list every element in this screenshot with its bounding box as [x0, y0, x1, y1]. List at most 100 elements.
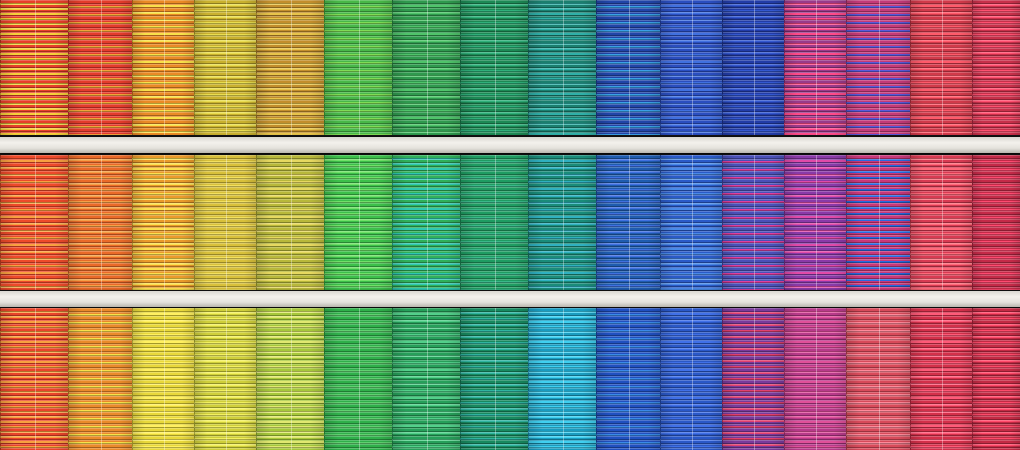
- panel-seam: [226, 155, 227, 290]
- panel-seam: [164, 155, 165, 290]
- panel-shading: [973, 155, 1020, 290]
- louvre-panel: [0, 308, 68, 450]
- louvre-panel: [528, 155, 596, 290]
- louvre-slats: [973, 155, 1020, 290]
- panel-seam: [879, 308, 880, 450]
- panel-seam: [692, 0, 693, 135]
- louvre-panel: [722, 308, 784, 450]
- panel-seam: [495, 155, 496, 290]
- panel-seam: [35, 155, 36, 290]
- louvre-panel: [722, 0, 784, 135]
- panel-seam: [754, 308, 755, 450]
- panel-seam: [692, 308, 693, 450]
- louvre-panel: [660, 0, 722, 135]
- panel-seam: [35, 0, 36, 135]
- panel-seam: [942, 308, 943, 450]
- louvre-panel: [910, 0, 972, 135]
- louvre-slats: [973, 308, 1020, 450]
- panel-seam: [226, 0, 227, 135]
- louvre-panel: [256, 155, 324, 290]
- louvre-slats: [973, 0, 1020, 135]
- louvre-panel: [660, 155, 722, 290]
- louvre-panel: [132, 0, 194, 135]
- louvre-panel: [324, 0, 392, 135]
- panel-seam: [291, 155, 292, 290]
- louvre-panel: [0, 0, 68, 135]
- louvre-panel: [784, 0, 846, 135]
- louvre-panel: [846, 308, 910, 450]
- panel-seam: [359, 0, 360, 135]
- louvre-panel: [132, 308, 194, 450]
- panel-seam: [629, 155, 630, 290]
- louvre-panel: [910, 308, 972, 450]
- louvre-panel: [256, 0, 324, 135]
- louvre-panel: [596, 155, 660, 290]
- panel-seam: [164, 0, 165, 135]
- panel-seam: [359, 308, 360, 450]
- louvre-panel: [194, 0, 256, 135]
- facade-row-bottom: [0, 308, 1020, 450]
- floor-ledge-lower: [0, 291, 1020, 307]
- panel-seam: [754, 0, 755, 135]
- panel-seam: [101, 0, 102, 135]
- louvre-panel: [972, 0, 1020, 135]
- louvre-panel: [324, 155, 392, 290]
- panel-seam: [879, 0, 880, 135]
- panel-seam: [427, 0, 428, 135]
- louvre-panel: [910, 155, 972, 290]
- louvre-panel: [460, 308, 528, 450]
- panel-seam: [495, 0, 496, 135]
- panel-seam: [291, 0, 292, 135]
- louvre-panel: [460, 0, 528, 135]
- louvre-panel: [972, 155, 1020, 290]
- louvre-panel: [0, 155, 68, 290]
- panel-seam: [879, 155, 880, 290]
- louvre-panel: [784, 155, 846, 290]
- panel-seam: [629, 0, 630, 135]
- louvre-panel: [256, 308, 324, 450]
- louvre-panel: [784, 308, 846, 450]
- louvre-panel: [194, 155, 256, 290]
- panel-seam: [101, 155, 102, 290]
- floor-ledge-upper: [0, 137, 1020, 153]
- louvre-panel: [972, 308, 1020, 450]
- louvre-panel: [68, 308, 132, 450]
- louvre-panel: [528, 0, 596, 135]
- louvre-panel: [528, 308, 596, 450]
- louvre-panel: [324, 308, 392, 450]
- louvre-panel: [846, 0, 910, 135]
- panel-seam: [359, 155, 360, 290]
- panel-seam: [942, 155, 943, 290]
- panel-shading: [973, 0, 1020, 135]
- louvre-panel: [132, 155, 194, 290]
- panel-seam: [629, 308, 630, 450]
- panel-seam: [101, 308, 102, 450]
- panel-seam: [816, 0, 817, 135]
- panel-seam: [427, 155, 428, 290]
- louvre-panel: [722, 155, 784, 290]
- panel-seam: [816, 308, 817, 450]
- panel-seam: [692, 155, 693, 290]
- louvre-panel: [846, 155, 910, 290]
- facade-row-middle: [0, 155, 1020, 290]
- louvre-panel: [68, 155, 132, 290]
- louvre-panel: [596, 308, 660, 450]
- panel-seam: [563, 155, 564, 290]
- panel-seam: [226, 308, 227, 450]
- panel-seam: [754, 155, 755, 290]
- louvre-panel: [460, 155, 528, 290]
- panel-seam: [563, 0, 564, 135]
- louvre-panel: [392, 308, 460, 450]
- panel-seam: [291, 308, 292, 450]
- panel-seam: [942, 0, 943, 135]
- facade-row-top: [0, 0, 1020, 135]
- panel-shading: [973, 308, 1020, 450]
- louvre-panel: [194, 308, 256, 450]
- panel-seam: [495, 308, 496, 450]
- panel-seam: [35, 308, 36, 450]
- louvre-panel: [392, 0, 460, 135]
- louvre-panel: [392, 155, 460, 290]
- louvre-panel: [68, 0, 132, 135]
- louvre-panel: [596, 0, 660, 135]
